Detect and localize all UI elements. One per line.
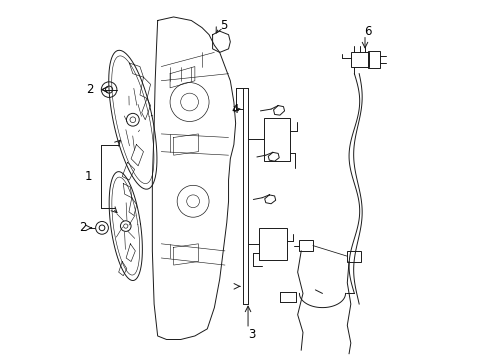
Bar [299,240,312,251]
Text: 3: 3 [247,328,255,341]
Text: 2: 2 [86,83,94,96]
Text: 1: 1 [84,170,92,183]
Bar [350,53,368,67]
Text: 5: 5 [219,19,226,32]
Text: 2: 2 [80,221,87,234]
Text: 6: 6 [364,24,371,38]
Text: 4: 4 [230,103,238,116]
Bar [367,51,380,68]
Bar [258,228,286,260]
Bar [346,251,360,261]
Bar [264,118,289,161]
